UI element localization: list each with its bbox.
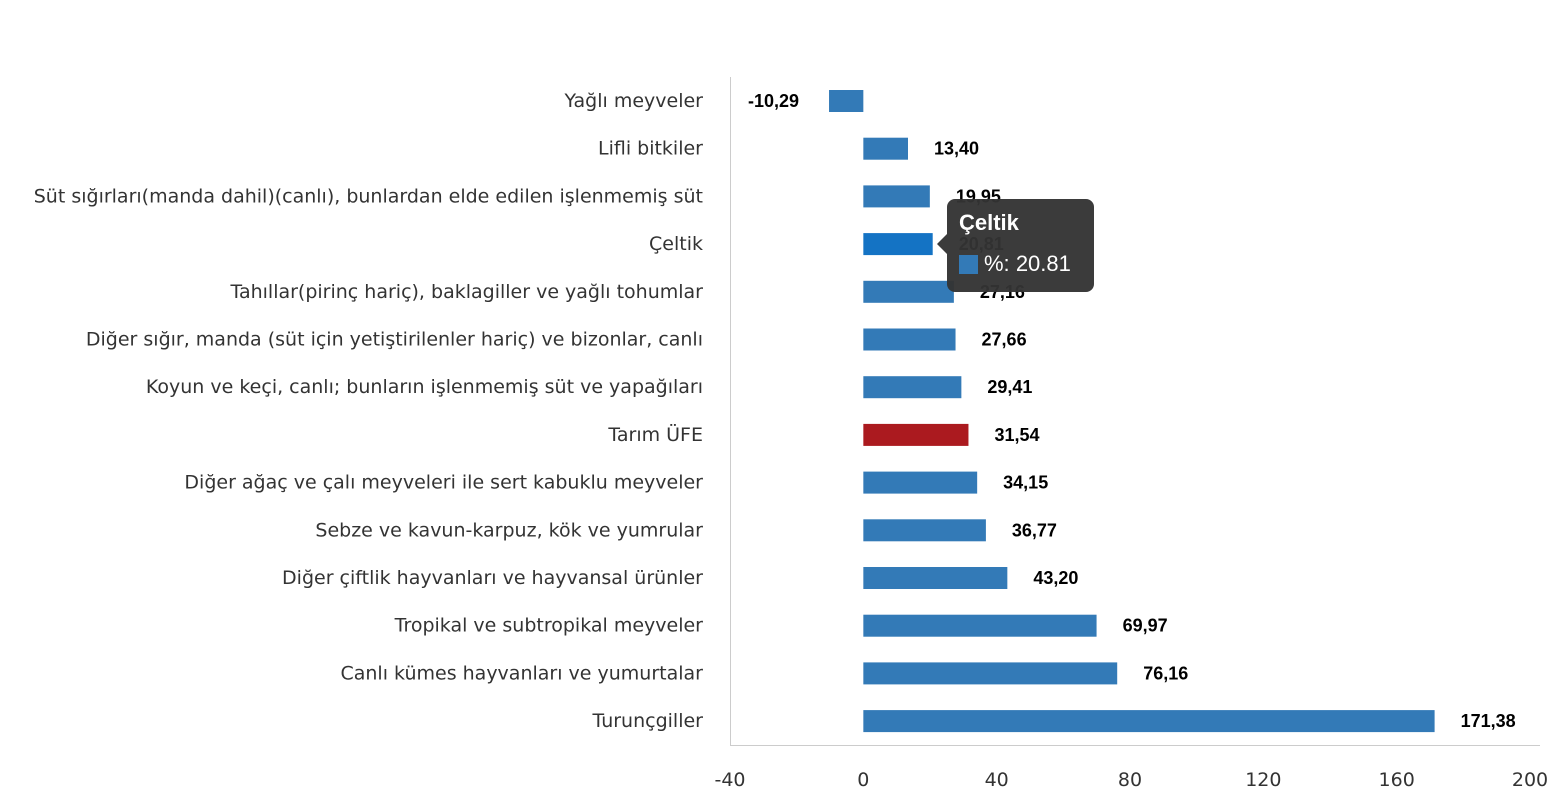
tooltip-swatch bbox=[959, 255, 978, 274]
bar[interactable] bbox=[863, 423, 969, 446]
category-label: Diğer çiftlik hayvanları ve hayvansal ür… bbox=[282, 567, 703, 589]
category-label: Lifli bitkiler bbox=[598, 138, 703, 160]
bar[interactable] bbox=[863, 328, 956, 351]
category-labels: Yağlı meyveler Lifli bitkiler Süt sığırlar… bbox=[34, 90, 703, 732]
x-axis-ticks: -40 0 40 80 120 160 200 bbox=[714, 769, 1548, 791]
data-label: 36,77 bbox=[1012, 520, 1057, 540]
data-label: 31,54 bbox=[994, 425, 1039, 445]
category-label: Tahıllar(pirinç hariç), baklagiller ve y… bbox=[229, 281, 703, 303]
data-label: 27,66 bbox=[982, 330, 1027, 350]
category-label: Turunçgiller bbox=[591, 710, 703, 732]
axes bbox=[730, 77, 1540, 746]
x-tick-label: 40 bbox=[985, 769, 1009, 791]
category-label: Tropikal ve subtropikal meyveler bbox=[394, 615, 704, 637]
category-label: Sebze ve kavun-karpuz, kök ve yumrular bbox=[315, 519, 703, 541]
data-label: 34,15 bbox=[1003, 473, 1048, 493]
x-tick-label: 80 bbox=[1118, 769, 1142, 791]
bar[interactable] bbox=[863, 519, 986, 542]
data-label: 29,41 bbox=[987, 377, 1032, 397]
category-label: Diğer ağaç ve çalı meyveleri ile sert ka… bbox=[184, 472, 703, 494]
bar[interactable] bbox=[863, 185, 930, 208]
tooltip-series-prefix: %: bbox=[984, 251, 1010, 276]
data-label: 76,16 bbox=[1143, 663, 1188, 683]
data-label: 69,97 bbox=[1123, 616, 1168, 636]
x-tick-label: 0 bbox=[857, 769, 869, 791]
category-label: Süt sığırları(manda dahil)(canlı), bunla… bbox=[34, 185, 703, 207]
bar[interactable] bbox=[863, 710, 1435, 733]
data-labels: -10,2913,4019,9520,8127,1627,6629,4131,5… bbox=[748, 91, 1516, 731]
category-label: Tarım ÜFE bbox=[607, 423, 703, 446]
category-label: Koyun ve keçi, canlı; bunların işlenmemi… bbox=[146, 376, 703, 398]
bar[interactable] bbox=[829, 90, 864, 112]
bar[interactable] bbox=[863, 471, 978, 494]
category-label: Yağlı meyveler bbox=[564, 90, 704, 112]
data-label: -10,29 bbox=[748, 91, 799, 111]
data-label: 171,38 bbox=[1461, 711, 1516, 731]
tooltip: Çeltik %: 20.81 bbox=[937, 199, 1094, 292]
tooltip-row: %: 20.81 bbox=[959, 251, 1071, 277]
bar[interactable] bbox=[863, 233, 933, 256]
x-tick-label: 200 bbox=[1512, 769, 1548, 791]
data-label: 43,20 bbox=[1033, 568, 1078, 588]
bar[interactable] bbox=[863, 137, 908, 160]
bar[interactable] bbox=[863, 280, 954, 303]
x-tick-label: 120 bbox=[1245, 769, 1281, 791]
tooltip-title: Çeltik bbox=[959, 210, 1019, 235]
bar[interactable] bbox=[863, 662, 1118, 685]
category-label: Çeltik bbox=[649, 233, 703, 255]
bar[interactable] bbox=[863, 614, 1097, 637]
bar[interactable] bbox=[863, 376, 962, 399]
x-tick-label: -40 bbox=[714, 769, 745, 791]
data-label: 13,40 bbox=[934, 139, 979, 159]
bars bbox=[829, 90, 1435, 733]
category-label: Canlı kümes hayvanları ve yumurtalar bbox=[340, 662, 703, 684]
category-label: Diğer sığır, manda (süt için yetiştirile… bbox=[86, 329, 703, 351]
bar[interactable] bbox=[863, 567, 1008, 589]
x-tick-label: 160 bbox=[1379, 769, 1415, 791]
tooltip-value: 20.81 bbox=[1015, 251, 1071, 276]
